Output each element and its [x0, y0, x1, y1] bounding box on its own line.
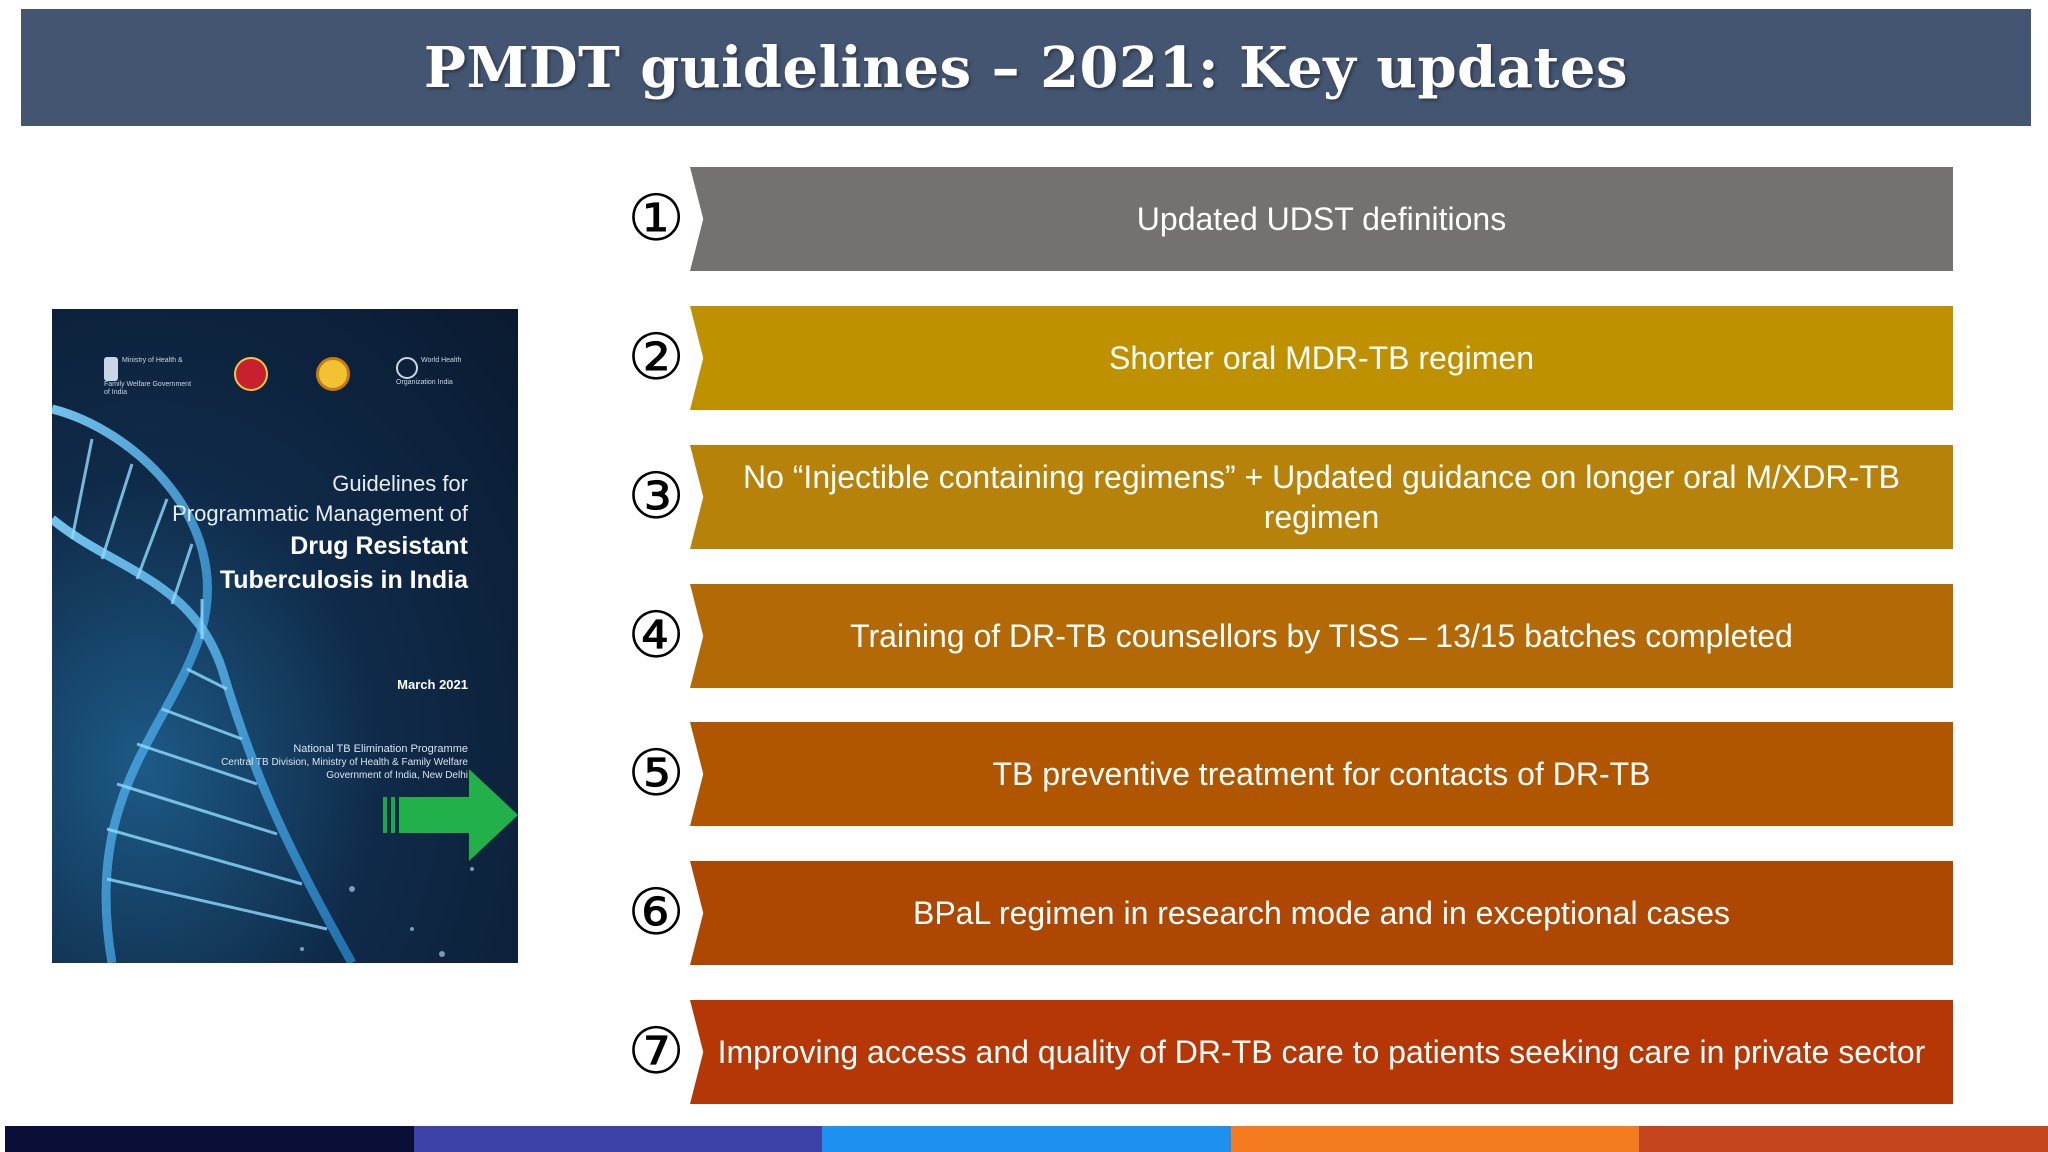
cover-title: Guidelines for Programmatic Management o… — [172, 471, 468, 594]
guideline-cover-image: Ministry of Health & Family Welfare Gove… — [52, 309, 518, 963]
who-logo: World Health Organization India — [396, 357, 462, 386]
list-item: ⑥ BPaL regimen in research mode and in e… — [613, 861, 1953, 965]
item-text: TB preventive treatment for contacts of … — [992, 756, 1651, 792]
cover-date: March 2021 — [397, 677, 468, 692]
number-badge-3: ③ — [627, 460, 685, 534]
list-item: ④ Training of DR-TB counsellors by TISS … — [613, 584, 1953, 688]
number-badge-6: ⑥ — [627, 876, 685, 950]
item-band: BPaL regimen in research mode and in exc… — [690, 861, 1953, 965]
list-item: ⑤ TB preventive treatment for contacts o… — [613, 722, 1953, 826]
dna-helix-graphic — [52, 404, 474, 963]
list-item: ③ No “Injectible containing regimens” + … — [613, 445, 1953, 549]
title-bar: PMDT guidelines – 2021: Key updates — [21, 9, 2031, 126]
stripe-segment — [822, 1126, 1231, 1152]
cover-organization: National TB Elimination Programme Centra… — [221, 743, 468, 781]
partner-logo — [316, 357, 350, 391]
item-text: Training of DR-TB counsellors by TISS – … — [850, 618, 1793, 654]
item-text: Updated UDST definitions — [1136, 201, 1507, 237]
list-item: ⑦ Improving access and quality of DR-TB … — [613, 1000, 1953, 1104]
list-item: ② Shorter oral MDR-TB regimen — [613, 306, 1953, 410]
page-title: PMDT guidelines – 2021: Key updates — [423, 34, 1629, 101]
list-item: ① Updated UDST definitions — [613, 167, 1953, 271]
stripe-segment — [1230, 1126, 1640, 1152]
item-band: Training of DR-TB counsellors by TISS – … — [690, 584, 1953, 688]
number-badge-1: ① — [627, 182, 685, 256]
item-text: BPaL regimen in research mode and in exc… — [912, 895, 1731, 931]
item-text: Shorter oral MDR-TB regimen — [1109, 340, 1534, 376]
stripe-segment — [5, 1126, 414, 1152]
item-text: No “Injectible containing regimens” + Up… — [742, 459, 1901, 535]
bottom-color-stripe — [5, 1126, 2048, 1152]
item-band: TB preventive treatment for contacts of … — [690, 722, 1953, 826]
number-badge-5: ⑤ — [627, 737, 685, 811]
ministry-of-health-logo: Ministry of Health & Family Welfare Gove… — [104, 357, 192, 396]
item-band: Shorter oral MDR-TB regimen — [690, 306, 1953, 410]
item-band: No “Injectible containing regimens” + Up… — [690, 445, 1953, 549]
number-badge-7: ⑦ — [627, 1015, 685, 1089]
number-badge-4: ④ — [627, 599, 685, 673]
item-text: Improving access and quality of DR-TB ca… — [717, 1034, 1926, 1070]
stripe-segment — [413, 1126, 823, 1152]
item-band: Improving access and quality of DR-TB ca… — [690, 1000, 1953, 1104]
number-badge-2: ② — [627, 321, 685, 395]
ntep-logo — [234, 357, 268, 391]
stripe-segment — [1639, 1126, 2048, 1152]
green-arrow-icon — [383, 769, 518, 861]
item-band: Updated UDST definitions — [690, 167, 1953, 271]
